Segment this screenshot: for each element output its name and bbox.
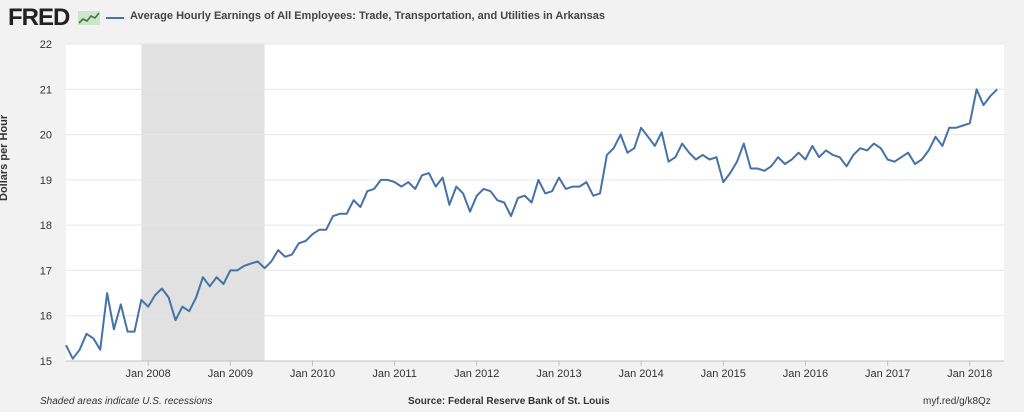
y-tick-label: 20	[40, 130, 52, 142]
recession-shade	[141, 44, 265, 361]
legend-swatch	[106, 17, 124, 19]
x-tick-label: Jan 2013	[536, 368, 581, 380]
x-tick-label: Jan 2011	[372, 368, 416, 380]
fred-logo[interactable]: FRED	[8, 4, 70, 31]
y-tick-label: 19	[40, 175, 52, 187]
short-url-link[interactable]: myf.red/g/k8Qz	[923, 396, 991, 407]
x-tick-label: Jan 2010	[290, 368, 335, 380]
x-tick-label: Jan 2008	[126, 368, 171, 380]
x-tick-label: Jan 2016	[783, 368, 828, 380]
y-tick-label: 15	[40, 356, 52, 368]
x-tick-label: Jan 2018	[947, 368, 992, 380]
x-tick-label: Jan 2009	[208, 368, 253, 380]
recession-note: Shaded areas indicate U.S. recessions	[40, 396, 213, 407]
chart-header: FRED Average Hourly Earnings of All Empl…	[0, 0, 1024, 34]
trend-line-icon	[78, 11, 100, 25]
x-tick-label: Jan 2015	[701, 368, 746, 380]
x-tick-label: Jan 2014	[618, 368, 663, 380]
series-title[interactable]: Average Hourly Earnings of All Employees…	[130, 10, 605, 22]
source-text: Source: Federal Reserve Bank of St. Loui…	[408, 396, 610, 407]
x-tick-label: Jan 2017	[865, 368, 910, 380]
y-tick-label: 18	[40, 220, 52, 232]
y-tick-label: 22	[40, 39, 52, 51]
x-tick-label: Jan 2012	[454, 368, 499, 380]
series-line[interactable]	[65, 88, 998, 360]
y-tick-label: 21	[40, 84, 52, 96]
y-tick-label: 16	[40, 311, 52, 323]
y-tick-label: 17	[40, 265, 52, 277]
